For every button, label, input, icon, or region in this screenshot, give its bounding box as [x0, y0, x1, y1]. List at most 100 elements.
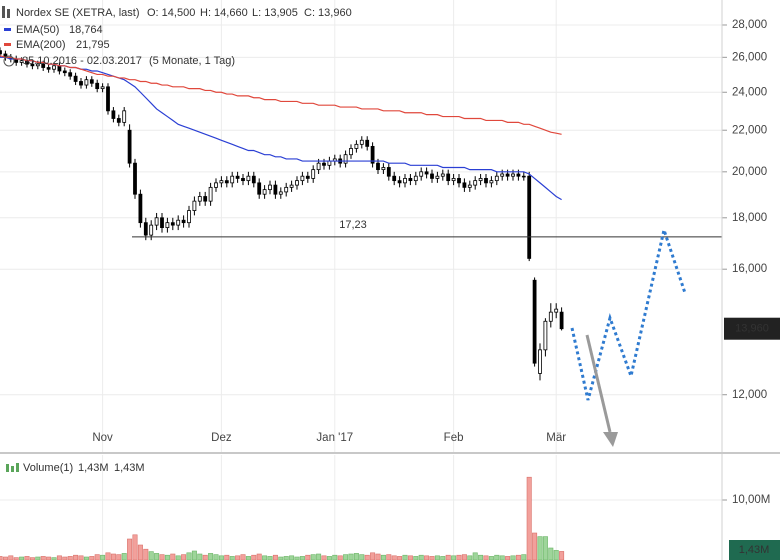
candle-body	[278, 191, 283, 195]
volume-icon	[6, 464, 9, 472]
candle-body	[295, 180, 299, 186]
volume-bar	[116, 554, 122, 560]
candle-body	[133, 162, 137, 195]
candle-body	[419, 171, 424, 177]
last-price-label: 13,960	[735, 323, 769, 335]
candle-body	[381, 167, 386, 171]
clock-icon	[3, 55, 15, 67]
candle-body	[527, 175, 532, 259]
volume-bar	[299, 556, 305, 560]
candle-body	[19, 60, 24, 63]
candle-body	[311, 169, 316, 179]
volume-icon	[11, 466, 14, 472]
volume-bar	[478, 554, 484, 560]
volume-bar	[143, 548, 149, 560]
candle-body	[52, 65, 56, 70]
volume-bar	[110, 553, 116, 560]
candle-body	[435, 175, 440, 179]
volume-bar	[559, 551, 565, 560]
volume-legend-value: 1,43M	[78, 462, 109, 474]
volume-bar	[434, 555, 440, 560]
candle-body	[424, 171, 429, 175]
candle-body	[300, 175, 305, 182]
candle-body	[235, 175, 240, 179]
volume-bar	[515, 554, 521, 560]
candle-body	[89, 79, 94, 84]
candle-body	[116, 118, 121, 123]
volume-bar	[526, 476, 532, 560]
candle-body	[149, 224, 154, 236]
subtitle: 05.10.2016 - 02.03.2017	[22, 55, 142, 67]
candle-body	[392, 175, 397, 182]
volume-bar	[202, 554, 208, 560]
candle-body	[403, 178, 407, 184]
volume-bar	[148, 551, 154, 560]
volume-bar	[521, 554, 527, 560]
candle-body	[413, 175, 418, 182]
candle-body	[327, 160, 332, 166]
volume-bar	[483, 555, 489, 560]
candle-body	[95, 82, 100, 90]
candle-body	[511, 173, 515, 177]
candle-body	[251, 175, 256, 184]
volume-bar	[505, 556, 511, 560]
volume-bar	[35, 556, 41, 560]
y-tick-label: 28,000	[732, 19, 767, 31]
volume-bar	[197, 553, 203, 560]
candle-body	[100, 86, 105, 90]
legend-value: 18,764	[69, 24, 103, 36]
volume-bar	[2, 556, 8, 560]
candle-body	[62, 70, 67, 74]
volume-bar	[510, 555, 516, 560]
candle-body	[203, 196, 208, 202]
candle-body	[543, 320, 548, 351]
volume-bar	[240, 554, 246, 560]
volume-bar	[326, 556, 332, 560]
volume-bar	[380, 554, 386, 560]
volume-bar	[370, 552, 376, 560]
volume-bar	[337, 555, 343, 560]
candle-body	[46, 67, 51, 70]
candle-body	[559, 311, 564, 330]
volume-bar	[181, 554, 187, 560]
candle-body	[446, 173, 451, 182]
volume-bar	[170, 553, 176, 560]
candle-body	[457, 178, 461, 184]
volume-bar	[418, 554, 424, 560]
volume-bar	[348, 553, 354, 560]
volume-bar	[8, 555, 14, 560]
candle-body	[214, 182, 218, 188]
candle-body	[473, 180, 478, 186]
candle-body	[268, 184, 272, 191]
volume-bar	[488, 556, 494, 560]
volume-bar	[164, 554, 170, 560]
volume-bar	[283, 556, 289, 560]
candle-body	[127, 129, 132, 164]
x-tick-label: Nov	[92, 432, 113, 444]
volume-bar	[262, 555, 268, 560]
legend-value: 21,795	[76, 39, 110, 51]
volume-bar	[375, 553, 381, 560]
candle-body	[84, 79, 89, 86]
candle-body	[386, 167, 391, 177]
candle-body	[284, 186, 289, 193]
volume-bar	[191, 550, 197, 560]
candle-body	[122, 110, 127, 123]
volume-bar	[224, 554, 230, 560]
candle-body	[176, 219, 181, 226]
volume-bar	[121, 553, 127, 560]
volume-bar	[353, 553, 359, 560]
volume-bar	[56, 555, 62, 560]
volume-bar	[310, 554, 316, 560]
candle-body	[376, 162, 380, 171]
volume-bar	[208, 553, 214, 560]
legend: Nordex SE (XETRA, last) O: 14,500 H: 14,…	[2, 6, 352, 474]
legend-label: EMA(200)	[16, 39, 66, 51]
volume-bar	[0, 556, 3, 560]
candle-body	[316, 162, 321, 171]
legend-swatch	[4, 28, 11, 31]
ohlc-label: C: 13,960	[304, 7, 352, 19]
volume-bar	[83, 556, 89, 560]
candle-body	[241, 178, 245, 182]
